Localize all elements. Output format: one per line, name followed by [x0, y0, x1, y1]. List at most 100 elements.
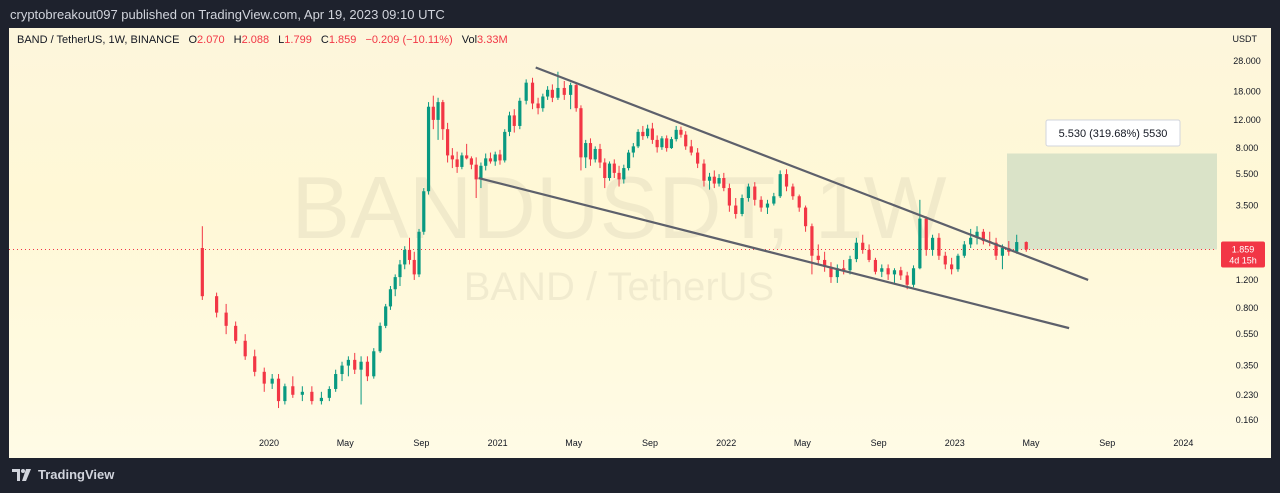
candle-body: [981, 231, 985, 242]
candle-body: [816, 255, 820, 260]
candle-body: [759, 199, 763, 208]
candle-body: [842, 268, 846, 271]
wedge-upper-line[interactable]: [535, 66, 1089, 281]
candle-body: [911, 268, 916, 285]
candle-body: [791, 186, 795, 197]
candle-body: [569, 85, 573, 95]
candle-body: [603, 162, 607, 179]
x-tick-label: Sep: [413, 438, 429, 448]
target-zone[interactable]: [1007, 153, 1217, 250]
wedge-lower-line[interactable]: [478, 176, 1070, 330]
candle-body: [524, 82, 528, 101]
candle-body: [530, 82, 535, 104]
candle-body: [848, 259, 852, 271]
measure-label[interactable]: 5.530 (319.68%) 5530: [1045, 119, 1181, 147]
y-tick-label: 28.000: [1233, 56, 1261, 66]
candle-body: [479, 165, 483, 180]
candle-body: [696, 152, 700, 164]
candle-body: [892, 270, 897, 275]
y-tick-label: 5.500: [1236, 169, 1259, 179]
candle-body: [684, 134, 688, 147]
candle-body: [612, 163, 616, 173]
candle-body: [507, 115, 512, 132]
candle-body: [574, 85, 578, 109]
candle-body: [334, 374, 338, 389]
candle-body: [484, 158, 488, 166]
candle-body: [753, 186, 757, 200]
tradingview-logo[interactable]: TradingView: [12, 467, 114, 482]
candle-body: [924, 218, 928, 250]
candle-body: [660, 138, 664, 148]
candle-body: [546, 89, 550, 97]
candle-body: [474, 164, 478, 180]
candle-body: [717, 178, 721, 184]
candle-body: [441, 102, 445, 130]
legend-high-label: H: [233, 34, 242, 46]
candle-body: [969, 237, 973, 245]
candle-body: [393, 277, 397, 290]
candle-body: [943, 255, 947, 265]
candle-body: [867, 249, 871, 260]
candle-body: [631, 146, 635, 153]
y-tick-label: 0.800: [1236, 303, 1259, 313]
candle-body: [950, 264, 954, 270]
candle-body: [276, 378, 281, 402]
candle-body: [562, 87, 566, 95]
candle-body: [436, 102, 440, 120]
chart-panel[interactable]: BANDUSDT, 1W BAND / TetherUS 5.530 (319.68…: [9, 28, 1271, 458]
candle-body: [918, 218, 922, 269]
candle-body: [407, 249, 412, 260]
candle-body: [200, 248, 204, 297]
candle-body: [650, 128, 654, 140]
candle-body: [679, 129, 683, 135]
candle-body: [398, 264, 402, 278]
candle-body: [327, 388, 331, 398]
candle-body: [829, 266, 833, 278]
x-tick-label: 2020: [259, 438, 279, 448]
candle-body: [784, 174, 789, 187]
legend-high: 2.088: [241, 34, 270, 46]
y-tick-label: 8.000: [1236, 143, 1259, 153]
candle-body: [765, 203, 770, 208]
candle-body: [584, 143, 588, 158]
candle-body: [498, 154, 502, 161]
candle-body: [262, 371, 266, 384]
last-price-badge: [1221, 241, 1265, 268]
watermark-name: BAND / TetherUS: [464, 265, 775, 309]
y-tick-label: 0.550: [1236, 329, 1259, 339]
candle-body: [655, 139, 659, 148]
candle-body: [270, 378, 274, 384]
candle-body: [702, 163, 706, 181]
candle-body: [579, 108, 583, 158]
candle-body: [689, 146, 693, 153]
candle-body: [518, 100, 522, 126]
tradingview-logo-text: TradingView: [38, 467, 115, 482]
candle-body: [937, 237, 941, 256]
footer-bar: TradingView: [0, 458, 1280, 493]
candle-body: [810, 226, 814, 256]
candle-body: [310, 391, 314, 402]
candle-body: [422, 191, 426, 232]
x-tick-label: May: [337, 438, 355, 448]
x-tick-label: May: [794, 438, 812, 448]
candle-body: [873, 259, 878, 272]
legend-change: −0.209 (−10.11%): [365, 34, 453, 46]
legend-volume: 3.33M: [477, 34, 508, 46]
legend-low: 1.799: [284, 34, 312, 46]
candle-body: [340, 365, 344, 375]
candle-body: [426, 106, 431, 192]
last-price-countdown: 4d 15h: [1229, 256, 1257, 266]
candle-body: [962, 244, 966, 256]
legend-vol-label: Vol: [461, 34, 478, 46]
candle-body: [1015, 242, 1019, 252]
candle-body: [460, 155, 464, 167]
candle-body: [253, 356, 257, 372]
candle-body: [503, 131, 507, 161]
candle-body: [617, 172, 621, 180]
candle-body: [445, 129, 450, 156]
candle-body: [740, 198, 744, 214]
candle-body: [465, 155, 469, 159]
candle-body: [283, 386, 287, 402]
candle-body: [734, 205, 738, 214]
